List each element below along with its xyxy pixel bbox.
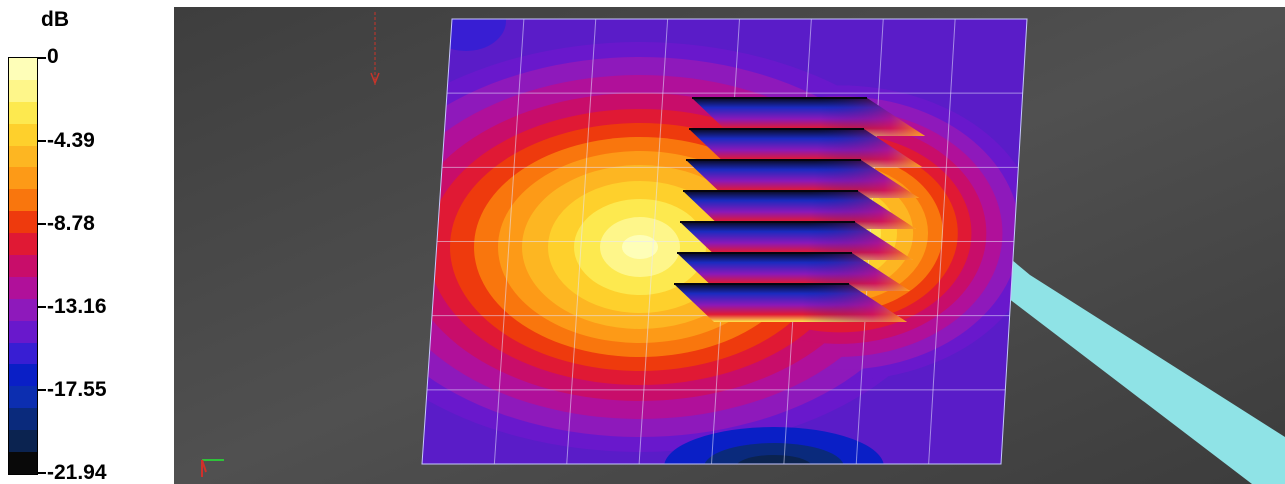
contour-band xyxy=(664,427,884,464)
legend-tick-mark xyxy=(38,472,46,474)
color-legend: dB 0 -4.39 -8.78 -13.16 -17.55 -21.94 xyxy=(0,0,168,484)
legend-tick-label: -8.78 xyxy=(47,212,95,235)
slice-plane xyxy=(692,97,925,136)
colorbar-segment xyxy=(9,342,37,365)
colorbar-segment xyxy=(9,58,37,80)
slice-plane xyxy=(674,283,907,322)
contour-band xyxy=(736,455,812,464)
legend-tick-mark xyxy=(38,57,46,59)
slice-plane xyxy=(686,159,919,198)
slice-plane xyxy=(677,252,910,291)
legend-tick-mark xyxy=(38,389,46,391)
axis-triad-icon xyxy=(201,459,224,477)
beam-bar xyxy=(1004,255,1285,484)
colorbar xyxy=(8,57,38,475)
colorbar-segment xyxy=(9,145,37,168)
colorbar-segment xyxy=(9,276,37,299)
colorbar-segment xyxy=(9,408,37,431)
slice-plane xyxy=(683,190,916,229)
colorbar-segment xyxy=(9,430,37,453)
legend-tick-mark xyxy=(38,306,46,308)
legend-unit-label: dB xyxy=(41,8,69,31)
colorbar-segment xyxy=(9,79,37,102)
colorbar-segment xyxy=(9,167,37,190)
colorbar-segment xyxy=(9,101,37,124)
colorbar-segment xyxy=(9,123,37,146)
legend-tick-mark xyxy=(38,140,46,142)
colorbar-segment xyxy=(9,189,37,212)
colorbar-segment xyxy=(9,452,37,474)
plane-outline xyxy=(421,18,1028,465)
colorbar-segment xyxy=(9,298,37,321)
legend-tick-mark xyxy=(38,223,46,225)
legend-tick-label: -4.39 xyxy=(47,129,95,152)
colorbar-segment xyxy=(9,211,37,234)
legend-tick-label: 0 xyxy=(47,45,59,68)
contour-band xyxy=(704,443,844,464)
legend-tick-label: -17.55 xyxy=(47,378,107,401)
3d-viewport[interactable] xyxy=(174,7,1285,484)
slice-plane xyxy=(689,128,922,167)
heatmap-scene[interactable] xyxy=(174,7,1285,484)
axis-indicator-top xyxy=(370,12,380,87)
colorbar-segment xyxy=(9,386,37,409)
colorbar-segment xyxy=(9,255,37,277)
colorbar-segment xyxy=(9,233,37,256)
measurement-slices xyxy=(674,97,925,322)
colorbar-segment xyxy=(9,364,37,387)
slice-plane xyxy=(680,221,913,260)
colorbar-segment xyxy=(9,320,37,343)
legend-tick-label: -21.94 xyxy=(47,461,107,484)
legend-tick-label: -13.16 xyxy=(47,295,107,318)
